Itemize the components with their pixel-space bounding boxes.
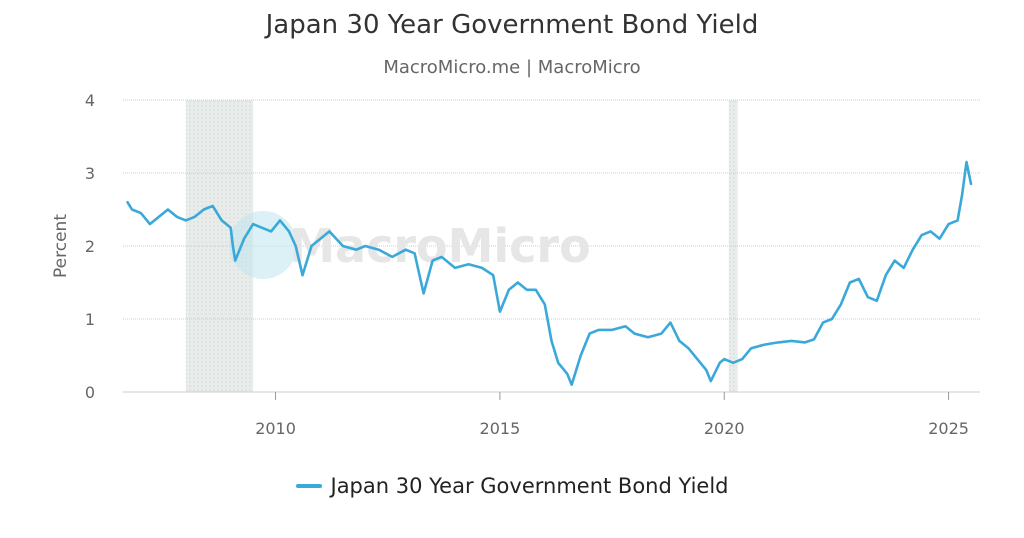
watermark-text: MacroMicro	[289, 219, 590, 273]
series-line-0	[126, 160, 973, 386]
x-tick-label: 2025	[928, 419, 969, 438]
x-tick-label: 2010	[255, 419, 296, 438]
y-tick-label: 1	[85, 310, 95, 329]
legend-swatch	[295, 484, 322, 488]
y-tick-label: 2	[85, 237, 95, 256]
y-axis-label: Percent	[51, 214, 71, 278]
chart-subtitle: MacroMicro.me | MacroMicro	[383, 57, 641, 78]
legend[interactable]: Japan 30 Year Government Bond Yield	[0, 474, 1024, 498]
legend-label: Japan 30 Year Government Bond Yield	[330, 474, 729, 498]
chart-title: Japan 30 Year Government Bond Yield	[265, 10, 759, 40]
y-tick-label: 0	[85, 383, 95, 402]
y-tick-label: 4	[85, 91, 95, 110]
watermark-logo	[229, 211, 297, 279]
x-tick-label: 2015	[480, 419, 521, 438]
x-tick-label: 2020	[704, 419, 745, 438]
y-tick-label: 3	[85, 164, 95, 183]
